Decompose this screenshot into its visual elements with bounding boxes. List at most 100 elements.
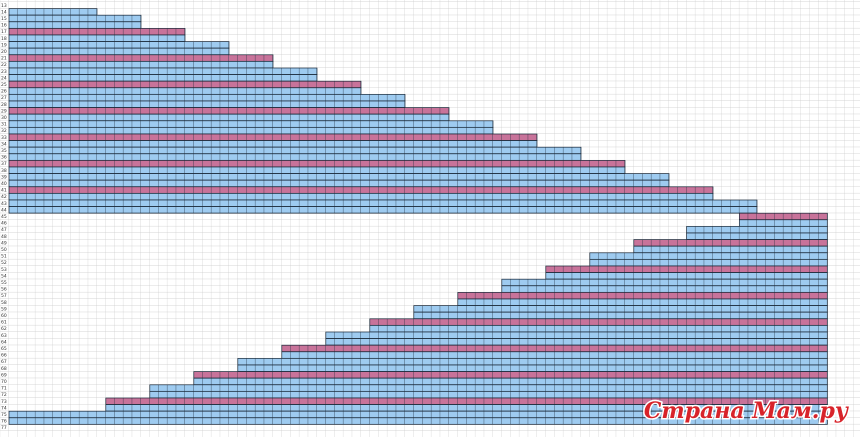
row-label: 74	[1, 405, 7, 411]
row-grid	[325, 331, 828, 339]
row-grid	[149, 391, 828, 399]
row-label: 18	[1, 36, 7, 42]
row-label: 73	[1, 399, 7, 405]
row-grid	[545, 272, 828, 280]
row-grid	[325, 338, 828, 346]
row-label: 30	[1, 115, 7, 121]
row-label: 36	[1, 155, 7, 161]
row-label: 41	[1, 188, 7, 194]
row-label: 63	[1, 333, 7, 339]
row-label: 35	[1, 148, 7, 154]
row-label: 55	[1, 280, 7, 286]
row-grid	[8, 107, 450, 115]
row-grid	[633, 239, 828, 247]
row-label: 59	[1, 306, 7, 312]
row-grid	[8, 47, 230, 56]
row-label: 45	[1, 214, 7, 220]
row-grid	[501, 285, 828, 293]
row-grid	[739, 212, 828, 221]
row-grid	[457, 298, 828, 306]
row-label: 48	[1, 234, 7, 240]
row-label: 72	[1, 392, 7, 398]
row-grid	[8, 133, 538, 141]
row-label: 28	[1, 102, 7, 108]
row-grid	[8, 193, 714, 201]
row-label: 23	[1, 69, 7, 75]
row-label: 37	[1, 161, 7, 167]
row-label: 60	[1, 313, 7, 319]
row-grid	[589, 259, 828, 267]
row-grid	[457, 292, 828, 300]
row-label: 57	[1, 293, 7, 299]
row-label: 29	[1, 108, 7, 114]
row-grid	[8, 87, 362, 95]
row-grid	[413, 305, 828, 313]
row-label: 62	[1, 326, 7, 332]
row-label: 33	[1, 135, 7, 141]
row-grid	[8, 179, 670, 188]
row-grid	[633, 245, 828, 254]
row-label: 40	[1, 181, 7, 187]
row-grid	[8, 199, 758, 207]
row-label: 38	[1, 168, 7, 174]
row-label: 39	[1, 174, 7, 180]
row-grid	[281, 351, 828, 359]
row-label: 61	[1, 320, 7, 326]
row-grid	[8, 120, 494, 128]
row-label: 34	[1, 141, 7, 147]
row-grid	[686, 232, 828, 240]
row-label: 13	[1, 3, 7, 9]
row-grid	[369, 318, 828, 326]
row-grid	[589, 252, 828, 260]
row-label: 77	[1, 425, 7, 431]
row-grid	[369, 325, 828, 333]
row-grid	[281, 344, 828, 353]
row-label: 69	[1, 372, 7, 378]
row-label: 66	[1, 353, 7, 359]
row-label: 19	[1, 42, 7, 48]
row-label: 42	[1, 194, 7, 200]
row-label: 31	[1, 122, 7, 128]
row-label: 47	[1, 227, 7, 233]
row-grid	[8, 34, 186, 42]
row-label: 58	[1, 300, 7, 306]
row-grid	[193, 371, 828, 379]
row-grid	[8, 28, 186, 36]
row-label: 21	[1, 56, 7, 62]
row-label: 24	[1, 75, 7, 81]
row-labels: 1314151617181920212223242526272829303132…	[1, 3, 7, 431]
row-label: 20	[1, 49, 7, 55]
row-label: 51	[1, 254, 7, 260]
row-grid	[8, 21, 142, 29]
row-grid	[8, 8, 98, 16]
row-grid	[8, 94, 406, 102]
row-grid	[686, 226, 828, 234]
row-label: 52	[1, 260, 7, 266]
row-label: 64	[1, 339, 7, 345]
row-grid	[8, 173, 670, 181]
row-label: 25	[1, 82, 7, 88]
row-grid	[8, 153, 582, 161]
row-grid	[8, 54, 274, 62]
row-label: 44	[1, 207, 7, 213]
row-grid	[8, 166, 626, 174]
row-grid	[501, 278, 828, 287]
filled-rows	[8, 8, 828, 425]
row-label: 17	[1, 29, 7, 35]
row-grid	[8, 100, 406, 108]
row-label: 32	[1, 128, 7, 134]
row-label: 22	[1, 62, 7, 68]
row-label: 67	[1, 359, 7, 365]
row-label: 26	[1, 89, 7, 95]
row-grid	[193, 377, 828, 386]
row-grid	[149, 384, 828, 392]
row-label: 15	[1, 16, 7, 22]
row-label: 76	[1, 419, 7, 425]
row-grid	[8, 41, 230, 49]
row-grid	[8, 417, 828, 425]
row-grid	[8, 113, 450, 122]
row-label: 50	[1, 247, 7, 253]
row-label: 71	[1, 386, 7, 392]
row-label: 27	[1, 95, 7, 101]
